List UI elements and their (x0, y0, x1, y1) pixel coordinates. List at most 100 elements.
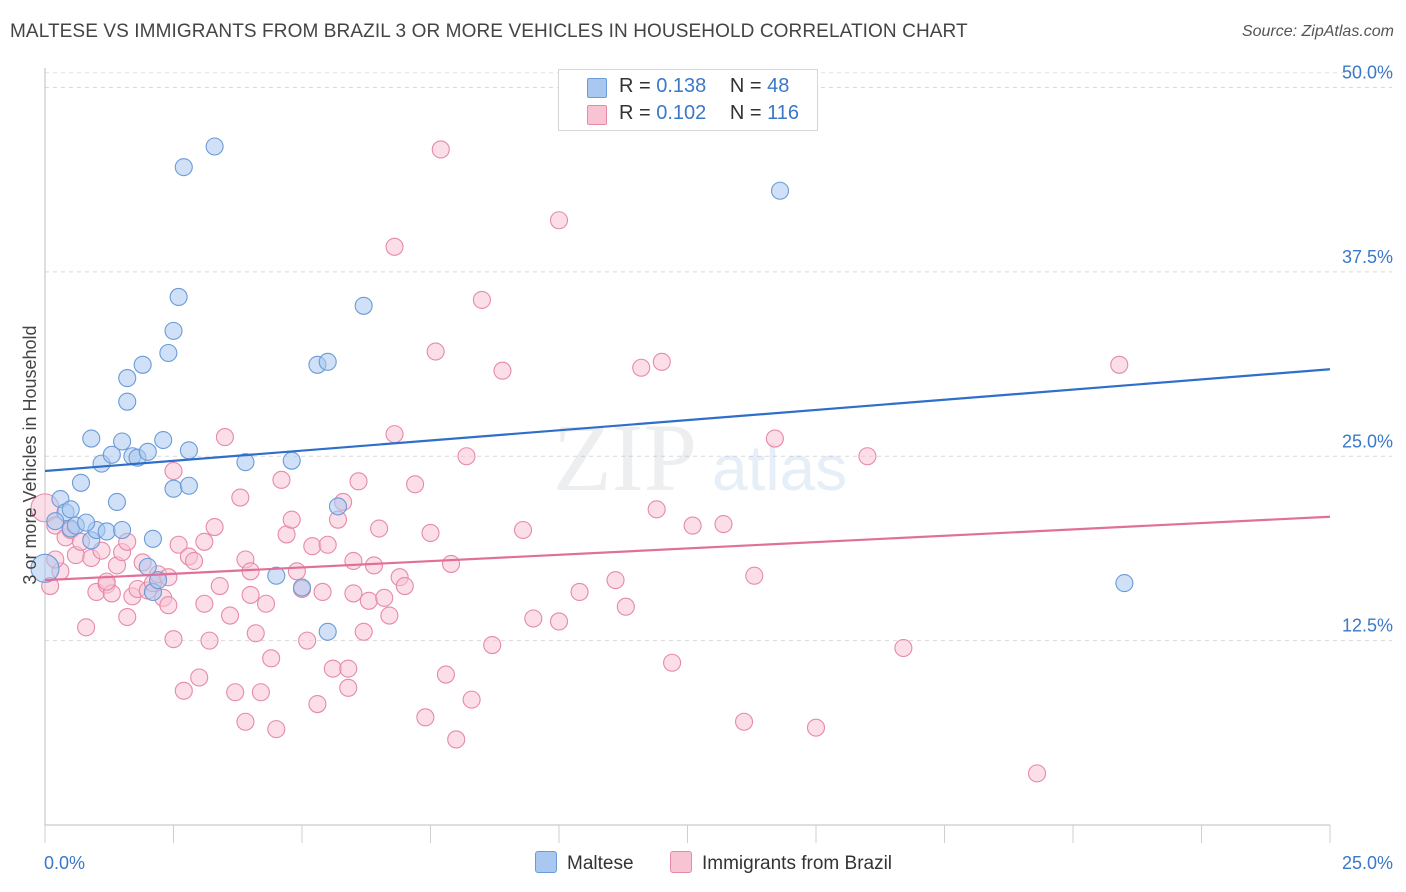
brazil-point (205, 517, 224, 537)
brazil-point (385, 425, 404, 444)
brazil-point (632, 358, 651, 377)
brazil-point (298, 631, 317, 650)
brazil-point (549, 211, 569, 230)
maltese-point (318, 622, 337, 641)
brazil-legend-label: Immigrants from Brazil (702, 853, 893, 874)
brazil-point (714, 515, 733, 534)
brazil-point (241, 585, 260, 604)
brazil-point (359, 591, 378, 610)
brazil-point (421, 523, 440, 543)
brazil-point (1110, 355, 1129, 374)
y-axis-label: 3 or more Vehicles in Household (20, 325, 40, 584)
axes (44, 68, 1331, 843)
n-label: N = (729, 102, 762, 124)
brazil-point (313, 582, 332, 602)
maltese-point (1115, 574, 1134, 593)
brazil-point (364, 556, 384, 575)
brazil-point (256, 594, 276, 613)
brazil-point (462, 690, 481, 709)
brazil-point (806, 718, 826, 737)
brazil-point (215, 428, 234, 447)
brazil-point (370, 519, 389, 538)
y-tick-label: 37.5% (1342, 247, 1393, 267)
brazil-point (442, 554, 461, 573)
y-tick-label: 50.0% (1342, 63, 1393, 83)
axis-labels: 12.5% 25.0% 37.5% 50.0% 0.0% 25.0% 3 or more V… (20, 63, 1393, 874)
brazil-point (457, 447, 476, 466)
brazil-point (190, 668, 209, 687)
brazil-point (226, 683, 245, 702)
maltese-point (107, 492, 127, 512)
brazil-point (606, 571, 625, 590)
brazil-point (616, 597, 635, 616)
brazil-point (647, 500, 666, 519)
brazil-point (262, 649, 281, 668)
brazil-point (195, 594, 214, 613)
brazil-point (303, 537, 322, 556)
maltese-point (154, 430, 173, 450)
n-label: N = (729, 75, 762, 97)
maltese-point (318, 352, 337, 371)
brazil-point (426, 342, 445, 361)
brazil-point (174, 681, 193, 700)
maltese-point (118, 392, 137, 411)
maltese-point (179, 476, 198, 495)
source-credit: Source: ZipAtlas.com (1241, 23, 1394, 40)
brazil-point (858, 447, 877, 466)
brazil-point (344, 551, 363, 571)
maltese-trend-line (44, 368, 1331, 473)
brazil-point (513, 520, 533, 540)
maltese-point (292, 578, 312, 597)
brazil-point (169, 535, 188, 554)
chart-title: MALTESE VS IMMIGRANTS FROM BRAZIL 3 OR M… (10, 21, 968, 42)
brazil-point (395, 576, 414, 596)
brazil-point (1027, 764, 1047, 783)
maltese-swatch (587, 78, 607, 98)
brazil-point (652, 352, 671, 371)
brazil-swatch (587, 105, 607, 125)
maltese-point (46, 512, 65, 531)
maltese-point (149, 571, 168, 590)
brazil-point (570, 582, 589, 602)
brazil-point (375, 588, 394, 607)
maltese-point (328, 497, 348, 516)
y-tick-label: 25.0% (1342, 431, 1393, 451)
maltese-point (61, 500, 80, 519)
brazil-point (380, 606, 399, 625)
maltese-point (82, 429, 101, 448)
brazil-point (683, 516, 702, 535)
brazil-point (745, 566, 764, 585)
brazil-point (164, 630, 183, 649)
brazil-point (894, 638, 913, 658)
brazil-point (765, 429, 784, 448)
brazil-point (339, 678, 358, 697)
legend-item-brazil[interactable]: Immigrants from Brazil (670, 851, 892, 875)
n-value: 116 (767, 102, 800, 124)
data-points (30, 137, 1134, 783)
brazil-point (349, 472, 368, 491)
r-value: 0.138 (656, 75, 707, 97)
maltese-point (143, 529, 162, 548)
maltese-legend-swatch (535, 851, 557, 873)
maltese-point (118, 369, 137, 388)
brazil-point (323, 659, 342, 678)
brazil-point (734, 712, 754, 731)
maltese-point (267, 566, 286, 585)
maltese-legend-label: Maltese (567, 853, 634, 874)
brazil-point (493, 361, 512, 380)
brazil-point (549, 612, 569, 631)
maltese-point (30, 553, 60, 583)
brazil-point (483, 635, 502, 655)
brazil-point (220, 606, 240, 625)
legend-item-maltese[interactable]: Maltese (535, 851, 634, 875)
brazil-point (246, 624, 265, 643)
stats-legend: R = 0.138 N = 48 R = 0.102 N = 116 (558, 69, 818, 131)
brazil-point (200, 631, 219, 650)
maltese-point (169, 287, 188, 307)
brazil-trend-line (44, 515, 1331, 582)
brazil-point (210, 576, 229, 596)
r-value: 0.102 (656, 102, 707, 124)
brazil-point (251, 683, 270, 702)
maltese-point (205, 137, 224, 156)
